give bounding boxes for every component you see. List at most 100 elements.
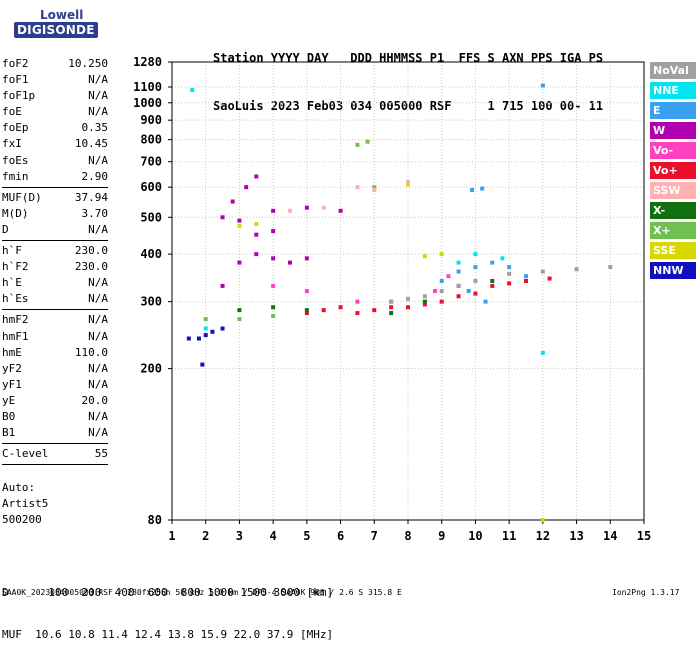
data-point	[237, 223, 242, 228]
data-point	[406, 179, 410, 184]
param-value: 55	[94, 447, 108, 461]
param-value: N/A	[88, 329, 108, 343]
data-point	[200, 362, 205, 367]
param-value: N/A	[88, 426, 108, 440]
param-name: yE	[2, 393, 16, 407]
auto-program: Artist5	[2, 497, 49, 510]
param-row: foEs N/A	[2, 153, 108, 169]
param-name: hmF1	[2, 329, 29, 343]
data-point	[540, 269, 545, 274]
data-point	[271, 256, 276, 261]
data-point	[500, 256, 505, 261]
param-group-critical-frequencies: foF2 10.250 foF1 N/A foF1p N/A foE N/A foEp 0.35 f…	[2, 56, 108, 185]
param-row: h`Es N/A	[2, 291, 108, 307]
data-point	[304, 256, 309, 261]
data-point	[271, 283, 276, 288]
param-value: N/A	[88, 105, 108, 119]
data-point	[304, 289, 309, 293]
ionogram-chart: 1 2 3 4 5 6 7 8 9 10 11 12 13 14 158020030040050060070…	[133, 55, 651, 543]
x-tick-label: 12	[536, 529, 550, 543]
legend-item: NoVal	[650, 62, 696, 79]
polarization-legend: NoVal NNE E W Vo- Vo+ SSW X- X+ SSE NNW	[650, 62, 696, 282]
data-point	[321, 308, 326, 313]
data-point	[237, 317, 242, 322]
data-point	[271, 314, 276, 319]
data-point	[406, 296, 410, 301]
y-tick-label: 1100	[133, 80, 162, 94]
param-name: D	[2, 222, 9, 236]
x-tick-label: 13	[569, 529, 583, 543]
data-point	[490, 278, 495, 283]
param-row: yF2 N/A	[2, 361, 108, 377]
data-point	[237, 260, 242, 265]
data-point	[406, 182, 410, 187]
data-point	[355, 299, 360, 304]
data-point	[186, 336, 191, 341]
data-point	[456, 260, 461, 265]
data-point	[372, 187, 377, 192]
data-point	[237, 308, 242, 313]
data-point	[203, 326, 208, 331]
divider	[2, 240, 108, 242]
param-row: foF2 10.250	[2, 56, 108, 72]
param-name: foF1p	[2, 89, 36, 103]
param-name: foEs	[2, 153, 29, 167]
param-name: B1	[2, 426, 16, 440]
data-point	[439, 289, 444, 293]
param-value: 110.0	[74, 345, 108, 359]
param-row: yF1 N/A	[2, 377, 108, 393]
data-point	[338, 208, 343, 213]
data-point	[288, 208, 292, 213]
param-row: MUF(D) 37.94	[2, 190, 108, 206]
data-point	[470, 187, 475, 192]
param-name: foF1	[2, 73, 29, 87]
param-value: 37.94	[74, 190, 108, 204]
param-value: N/A	[88, 409, 108, 423]
param-value: N/A	[88, 276, 108, 290]
data-point	[524, 278, 528, 283]
param-value: 0.35	[81, 121, 109, 135]
data-point	[466, 289, 471, 293]
param-row: fmin 2.90	[2, 169, 108, 185]
param-value: 10.250	[68, 57, 108, 70]
y-tick-label: 800	[140, 133, 162, 147]
data-point	[288, 260, 292, 265]
param-row: B0 N/A	[2, 409, 108, 425]
logo-text-lowell: Lowell	[40, 8, 84, 22]
y-tick-label: 200	[140, 362, 162, 376]
divider	[2, 309, 108, 311]
data-point	[355, 311, 360, 316]
digisonde-logo: Lowell DIGISONDE	[6, 6, 98, 46]
param-row: h`F 230.0	[2, 243, 108, 259]
data-point	[220, 326, 225, 331]
data-point	[271, 208, 276, 213]
data-point	[304, 311, 309, 316]
x-tick-label: 14	[603, 529, 617, 543]
param-value: 230.0	[74, 260, 108, 274]
legend-item: Vo+	[650, 162, 696, 179]
data-point	[254, 222, 259, 227]
param-row: C-level 55	[2, 446, 108, 462]
param-row: hmF1 N/A	[2, 329, 108, 345]
legend-item: Vo-	[650, 142, 696, 159]
distance-row: D 100 200 400 600 800 1000 1500 3000 [km…	[2, 586, 334, 599]
data-point	[304, 205, 309, 210]
data-point	[439, 252, 444, 257]
param-row: M(D) 3.70	[2, 206, 108, 222]
param-value: N/A	[88, 377, 108, 391]
data-point	[490, 283, 495, 288]
param-name: yF1	[2, 377, 22, 391]
param-name: h`F	[2, 244, 22, 258]
param-row: D N/A	[2, 222, 108, 238]
param-name: foE	[2, 105, 22, 119]
data-point	[338, 305, 343, 310]
data-point	[389, 305, 394, 310]
data-point	[196, 336, 201, 341]
param-name: fmin	[2, 169, 29, 183]
data-point	[254, 174, 259, 179]
data-point	[432, 289, 437, 293]
param-row: h`E N/A	[2, 275, 108, 291]
y-tick-label: 500	[140, 210, 162, 224]
x-tick-label: 3	[236, 529, 243, 543]
divider	[2, 443, 108, 445]
